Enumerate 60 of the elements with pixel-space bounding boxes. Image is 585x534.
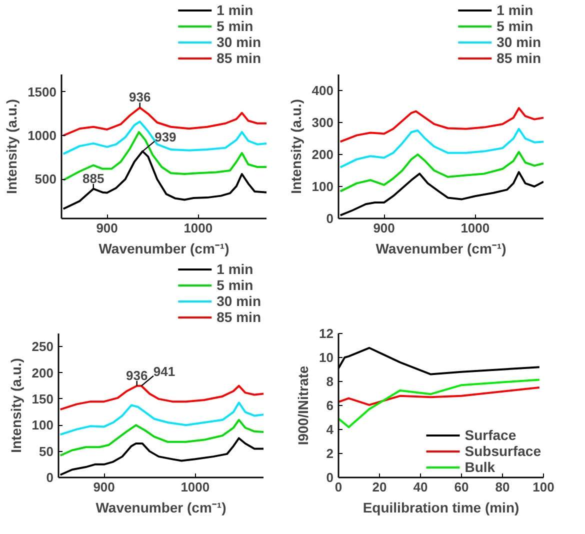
x-tick-label: 900 xyxy=(93,480,115,494)
y-tick-label: 6 xyxy=(326,398,334,413)
annotation: 941 xyxy=(153,364,176,379)
y-tick-label: 150 xyxy=(32,391,54,406)
annotation: 936 xyxy=(129,90,151,105)
x-axis-title: Equilibration time (min) xyxy=(362,500,520,516)
x-tick-label: 20 xyxy=(372,480,387,494)
y-tick-label: 1000 xyxy=(28,128,56,144)
y-tick-label: 12 xyxy=(319,326,334,341)
y-tick-label: 100 xyxy=(32,418,54,433)
y-tick-label: 10 xyxy=(319,350,334,365)
legend-label: 5 min xyxy=(216,18,254,34)
x-tick-label: 900 xyxy=(373,220,395,236)
y-tick-label: 200 xyxy=(312,147,334,162)
x-tick-label: 60 xyxy=(454,480,469,494)
x-tick-label: 1000 xyxy=(460,220,490,236)
y-axis-title: Intensity (a.u.) xyxy=(288,99,304,194)
y-tick-label: 2 xyxy=(326,446,334,461)
y-tick-label: 100 xyxy=(312,179,334,194)
x-axis-title: Wavenumber (cm⁻¹) xyxy=(376,240,506,256)
x-tick-label: 900 xyxy=(96,220,118,236)
y-tick-label: 4 xyxy=(326,422,334,437)
legend-label: 5 min xyxy=(216,277,254,293)
annotation: 936 xyxy=(126,368,148,383)
x-tick-label: 1000 xyxy=(180,480,210,494)
legend-label: 1 min xyxy=(216,2,254,18)
legend-label: Bulk xyxy=(464,459,496,475)
legend-label: 1 min xyxy=(496,2,534,18)
x-tick-label: 80 xyxy=(495,480,510,494)
annotation: 885 xyxy=(82,170,104,186)
legend-label: Surface xyxy=(464,427,516,443)
legend-label: 30 min xyxy=(216,293,261,309)
legend-label: 1 min xyxy=(216,261,254,277)
legend-label: 30 min xyxy=(496,34,541,50)
y-tick-label: 50 xyxy=(39,444,54,459)
legend-label: 85 min xyxy=(496,50,541,66)
x-tick-label: 40 xyxy=(413,480,428,494)
y-tick-label: 0 xyxy=(46,470,54,485)
x-axis-title: Wavenumber (cm⁻¹) xyxy=(96,500,226,516)
annotation: 939 xyxy=(154,129,176,144)
y-tick-label: 0 xyxy=(326,470,334,485)
y-tick-label: 500 xyxy=(34,172,57,187)
legend-label: 85 min xyxy=(216,309,261,325)
y-axis-title: Intensity (a.u.) xyxy=(4,99,20,194)
y-tick-label: 200 xyxy=(32,365,54,380)
x-tick-label: 1000 xyxy=(184,220,213,236)
legend-label: 85 min xyxy=(216,50,261,66)
y-axis-title: Intensity (a.u.) xyxy=(8,358,24,453)
y-tick-label: 400 xyxy=(312,83,334,98)
x-tick-label: 100 xyxy=(532,480,554,494)
y-tick-label: 1500 xyxy=(28,84,56,100)
y-tick-label: 250 xyxy=(32,339,54,354)
legend-label: Subsurface xyxy=(464,443,541,459)
x-axis-title: Wavenumber (cm⁻¹) xyxy=(98,240,230,256)
y-tick-label: 300 xyxy=(312,115,334,130)
legend-label: 5 min xyxy=(496,18,534,34)
y-axis-title: I900/INitrate xyxy=(295,366,312,446)
y-tick-label: 0 xyxy=(326,211,334,226)
y-tick-label: 8 xyxy=(326,374,334,389)
legend-label: 30 min xyxy=(216,34,261,50)
